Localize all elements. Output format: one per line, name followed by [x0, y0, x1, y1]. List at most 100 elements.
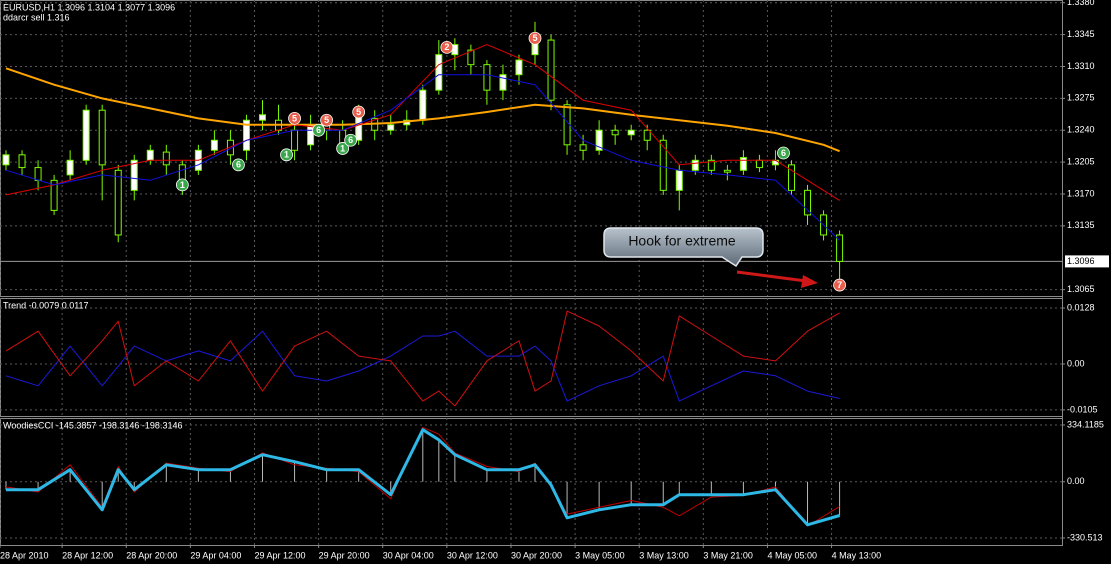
candle-body — [82, 109, 90, 161]
signal-marker — [833, 278, 846, 292]
signal-marker — [280, 148, 293, 162]
panel-title: Trend -0.0079 0.0117 — [3, 300, 89, 310]
signal-label: 1 — [284, 150, 289, 160]
arrow-head — [801, 275, 818, 288]
candle-body — [50, 179, 58, 211]
indicator-line — [5, 330, 840, 402]
current-price-box — [1065, 255, 1109, 268]
signal-label: 5 — [324, 115, 329, 125]
candle-body — [659, 139, 667, 191]
candle-body — [771, 159, 779, 166]
arrow — [736, 270, 818, 288]
indicator-line — [5, 44, 840, 201]
signal-marker — [175, 178, 189, 192]
signal-label: 6 — [781, 148, 786, 158]
y-tick-label: 1.3135 — [1067, 220, 1095, 230]
candle-body — [226, 139, 234, 156]
signal-label: 7 — [837, 280, 842, 290]
signal-label: 6 — [348, 135, 353, 145]
candle-body — [787, 164, 795, 191]
current-price-label: 1.3096 — [1067, 256, 1095, 266]
candle-body — [18, 154, 26, 169]
panel-subtitle: ddarcr sell 1.316 — [3, 12, 70, 22]
y-tick-label: -0.0105 — [1067, 404, 1098, 414]
candle-body — [291, 129, 299, 151]
candle-body — [2, 154, 10, 166]
x-tick-label: 29 Apr 20:00 — [319, 550, 370, 560]
marks-layer — [2, 21, 846, 527]
signal-marker — [320, 113, 334, 127]
signal-label: 5 — [532, 33, 537, 43]
x-tick-label: 28 Apr 2010 — [0, 550, 49, 560]
indicator-line — [5, 74, 840, 241]
x-tick-label: 4 May 13:00 — [832, 550, 882, 560]
candle-body — [210, 139, 218, 151]
candle-body — [98, 109, 106, 166]
x-tick-label: 3 May 05:00 — [575, 550, 625, 560]
signal-label: 5 — [292, 113, 297, 123]
candle-body — [146, 149, 154, 161]
candle-body — [579, 144, 587, 151]
y-tick-label: 0.00 — [1067, 358, 1085, 368]
candle-body — [66, 159, 74, 176]
candle-body — [595, 129, 603, 151]
y-tick-label: 1.3310 — [1067, 61, 1095, 71]
indicator-line — [5, 67, 840, 153]
signal-marker — [312, 123, 326, 137]
candle-body — [307, 124, 315, 146]
signal-label: 6 — [316, 125, 321, 135]
x-tick-label: 29 Apr 04:00 — [190, 550, 241, 560]
x-tick-label: 29 Apr 12:00 — [254, 550, 305, 560]
candle-body — [611, 129, 619, 136]
candle-body — [387, 124, 395, 131]
candle-body — [258, 114, 266, 121]
candle-body — [755, 159, 763, 169]
arrow-shaft — [736, 270, 807, 283]
x-tick-label: 4 May 05:00 — [767, 550, 817, 560]
candle-body — [547, 39, 555, 101]
candle-body — [499, 74, 507, 91]
y-tick-label: 1.3240 — [1067, 125, 1095, 135]
candle-body — [675, 169, 683, 191]
signal-marker — [777, 146, 790, 160]
y-tick-label: 1.3380 — [1067, 0, 1095, 7]
signal-marker — [440, 40, 454, 54]
candle-body — [419, 89, 427, 121]
panel-title: EURUSD,H1 1.3096 1.3104 1.3077 1.3096 — [3, 2, 175, 12]
candle-body — [114, 169, 122, 236]
candle-body — [435, 54, 443, 91]
indicator-line — [5, 426, 840, 527]
panel-title: WoodiesCCI -145.3857 -198.3146 -198.3146 — [3, 420, 182, 430]
signal-label: 6 — [236, 160, 241, 170]
x-tick-label: 3 May 13:00 — [639, 550, 689, 560]
x-tick-label: 28 Apr 20:00 — [126, 550, 177, 560]
y-tick-label: 1.3170 — [1067, 188, 1095, 198]
y-tick-label: 0.0128 — [1067, 302, 1095, 312]
signal-marker — [288, 112, 301, 125]
y-tick-label: 0.00 — [1067, 476, 1085, 486]
signal-label: 1 — [340, 143, 345, 153]
y-tick-label: 334.1185 — [1067, 419, 1104, 429]
x-tick-label: 30 Apr 12:00 — [447, 550, 498, 560]
candle-body — [355, 114, 363, 141]
signal-marker — [232, 158, 245, 172]
candle-body — [707, 159, 715, 171]
candle-body — [804, 189, 812, 216]
x-tick-label: 28 Apr 12:00 — [62, 550, 113, 560]
candle-body — [483, 64, 491, 91]
candle-body — [627, 129, 635, 136]
y-tick-label: 1.3065 — [1067, 284, 1095, 294]
candle-body — [130, 159, 138, 191]
y-tick-label: -330.513 — [1067, 532, 1103, 542]
candle-body — [34, 167, 42, 181]
candle-body — [739, 157, 747, 171]
candle-body — [836, 234, 844, 262]
candle-body — [467, 49, 475, 66]
signal-label: 5 — [356, 107, 361, 117]
candle-body — [242, 119, 250, 151]
indicator-line — [5, 310, 840, 407]
candle-body — [691, 159, 699, 171]
callout-box — [603, 227, 764, 268]
signal-marker — [528, 31, 542, 45]
